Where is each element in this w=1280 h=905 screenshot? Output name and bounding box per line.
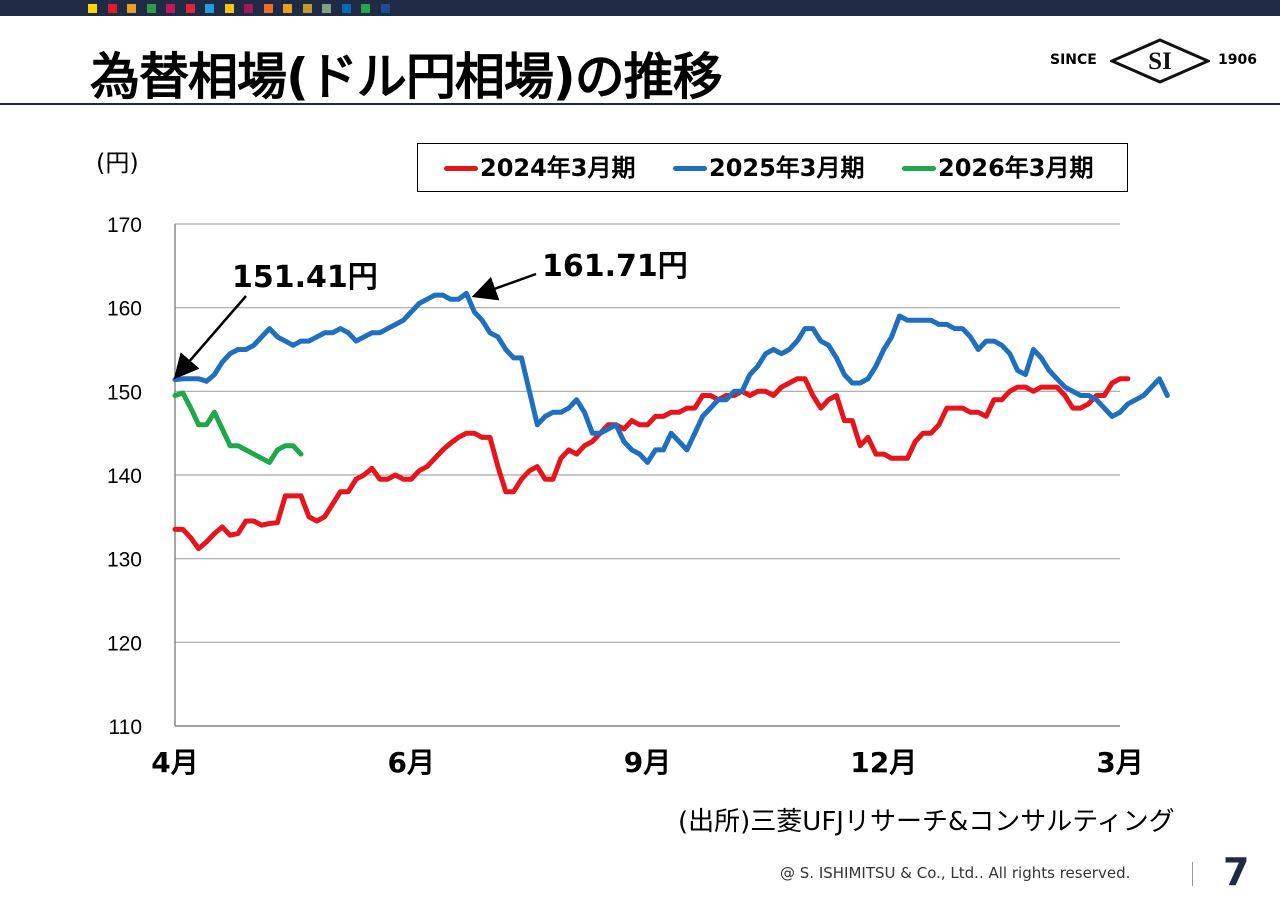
si-diamond-icon: SI [1110,38,1210,84]
legend-swatch-2026 [902,166,936,171]
legend-swatch-2024 [444,166,478,171]
color-square [302,4,312,13]
color-square [205,4,214,13]
color-square [361,4,370,13]
color-square [127,4,136,13]
annotation-label-151: 151.41円 [232,260,378,295]
color-square [146,4,156,13]
y-tick-label: 130 [107,549,142,572]
logo-mark-text: SI [1148,48,1172,75]
x-tick-label: 6月 [388,746,435,779]
annotation-arrow-161 [471,272,537,301]
series-line-2025 [172,290,1170,465]
title-underline [0,103,1280,105]
top-color-bar [0,0,1280,16]
annotation-label-161: 161.71円 [542,249,688,284]
color-square [166,4,175,13]
logo-since-text: SINCE [1050,52,1097,68]
series-line-2024 [172,376,1131,552]
color-square [341,4,351,13]
color-square [380,4,390,13]
color-square [322,4,331,13]
company-logo: SINCE SI 1906 [1044,38,1260,84]
color-square [283,4,292,13]
page-separator [1192,862,1193,886]
page-number: 7 [1223,850,1250,894]
y-axis-unit: (円) [96,149,139,177]
y-tick-label: 120 [107,632,142,655]
y-tick-label: 140 [107,465,142,488]
y-tick-label: 160 [107,298,142,321]
color-square [88,4,97,13]
source-note: (出所)三菱UFJリサーチ&コンサルティング [678,807,1175,837]
page-title: 為替相場(ドル円相場)の推移 [90,48,723,106]
x-tick-label: 9月 [624,746,671,779]
x-tick-label: 4月 [151,746,198,779]
legend-label-2026: 2026年3月期 [938,154,1094,182]
logo-year-text: 1906 [1218,52,1257,68]
color-square [185,4,195,13]
x-tick-label: 3月 [1096,746,1143,779]
legend-label-2024: 2024年3月期 [480,154,636,182]
x-tick-label: 12月 [850,746,917,779]
color-square [263,4,273,13]
legend-label-2025: 2025年3月期 [709,154,865,182]
color-square [224,4,234,13]
chart-legend: 2024年3月期 2025年3月期 2026年3月期 [417,143,1128,192]
legend-swatch-2025 [673,166,707,171]
color-square [107,4,117,13]
series-line-2026 [172,390,304,465]
y-tick-label: 110 [109,716,142,739]
y-tick-label: 170 [107,214,142,237]
annotation-arrow-151 [173,295,247,380]
color-square [244,4,253,13]
y-tick-label: 150 [107,381,142,404]
copyright-text: @ S. ISHIMITSU & Co., Ltd.. All rights r… [780,864,1131,882]
